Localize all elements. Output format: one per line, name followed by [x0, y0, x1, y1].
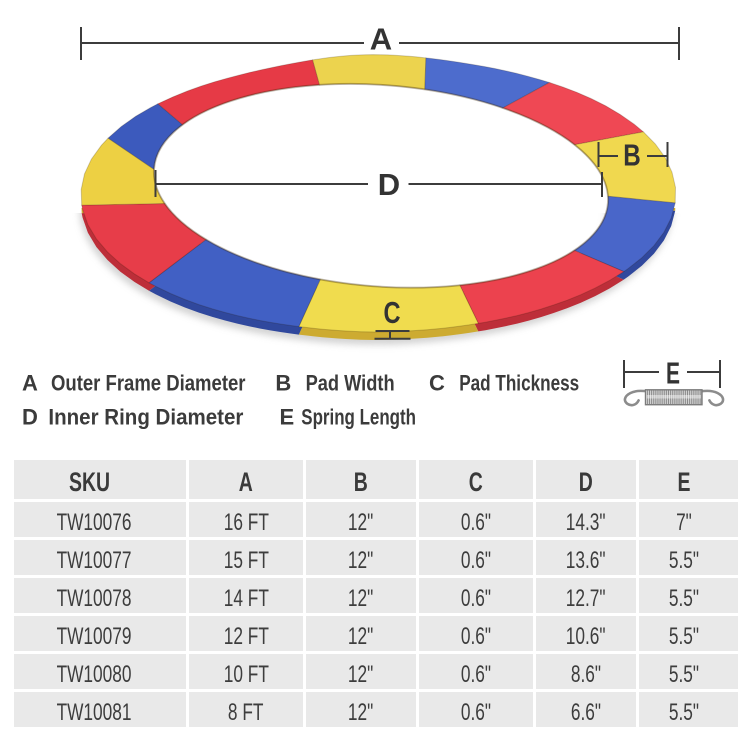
svg-text:C: C — [384, 295, 401, 330]
svg-text:A: A — [22, 371, 38, 396]
svg-text:Spring Length: Spring Length — [301, 405, 416, 430]
svg-text:D: D — [22, 405, 38, 430]
svg-text:B: B — [275, 371, 291, 396]
svg-text:C: C — [429, 371, 445, 396]
svg-text:A: A — [370, 22, 392, 57]
svg-text:E: E — [666, 356, 680, 391]
svg-text:Inner Ring Diameter: Inner Ring Diameter — [48, 405, 243, 430]
svg-text:Pad Thickness: Pad Thickness — [459, 371, 579, 396]
svg-text:D: D — [378, 167, 400, 202]
svg-text:Outer Frame Diameter: Outer Frame Diameter — [51, 371, 246, 396]
svg-text:B: B — [623, 138, 641, 173]
svg-text:E: E — [280, 405, 295, 430]
svg-text:Pad Width: Pad Width — [306, 371, 395, 396]
